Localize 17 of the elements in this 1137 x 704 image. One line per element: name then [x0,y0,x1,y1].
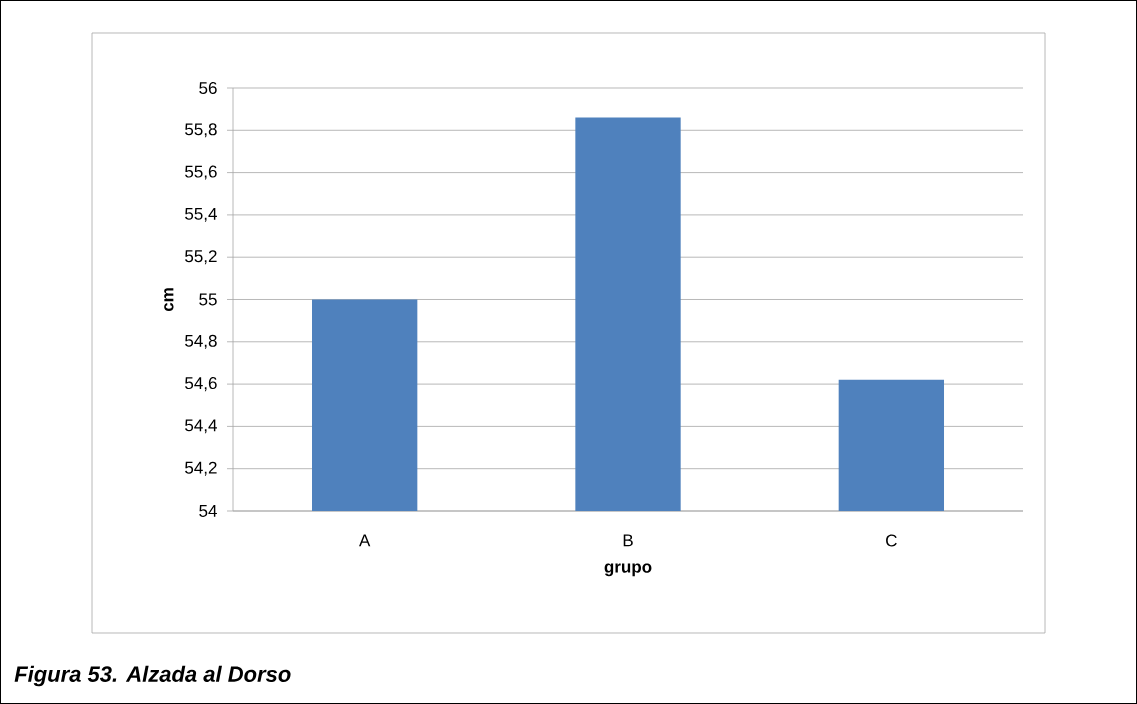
y-tick-label: 55,6 [185,165,217,180]
x-axis-title: grupo [604,563,652,577]
y-tick-label: 54,4 [185,419,217,434]
y-tick-label: 54 [199,505,217,517]
y-tick-label: 56 [199,81,217,95]
y-tick-label: 54,6 [185,377,217,392]
y-axis-title: cm [164,288,174,312]
y-tick-label: 55,2 [185,250,217,265]
y-tick-label: 55,4 [185,207,217,222]
y-tick-label: 54,2 [185,461,217,476]
y-tick-label: 55,8 [185,123,217,138]
y-tick-label: 55 [199,293,217,306]
text: Figura 53. Alzada al Dorso [14,665,291,687]
y-tick-label: 54,8 [185,334,217,349]
x-tick-label: A [359,534,371,547]
x-tick-label: B [623,534,633,547]
x-tick-label: C [886,534,897,547]
